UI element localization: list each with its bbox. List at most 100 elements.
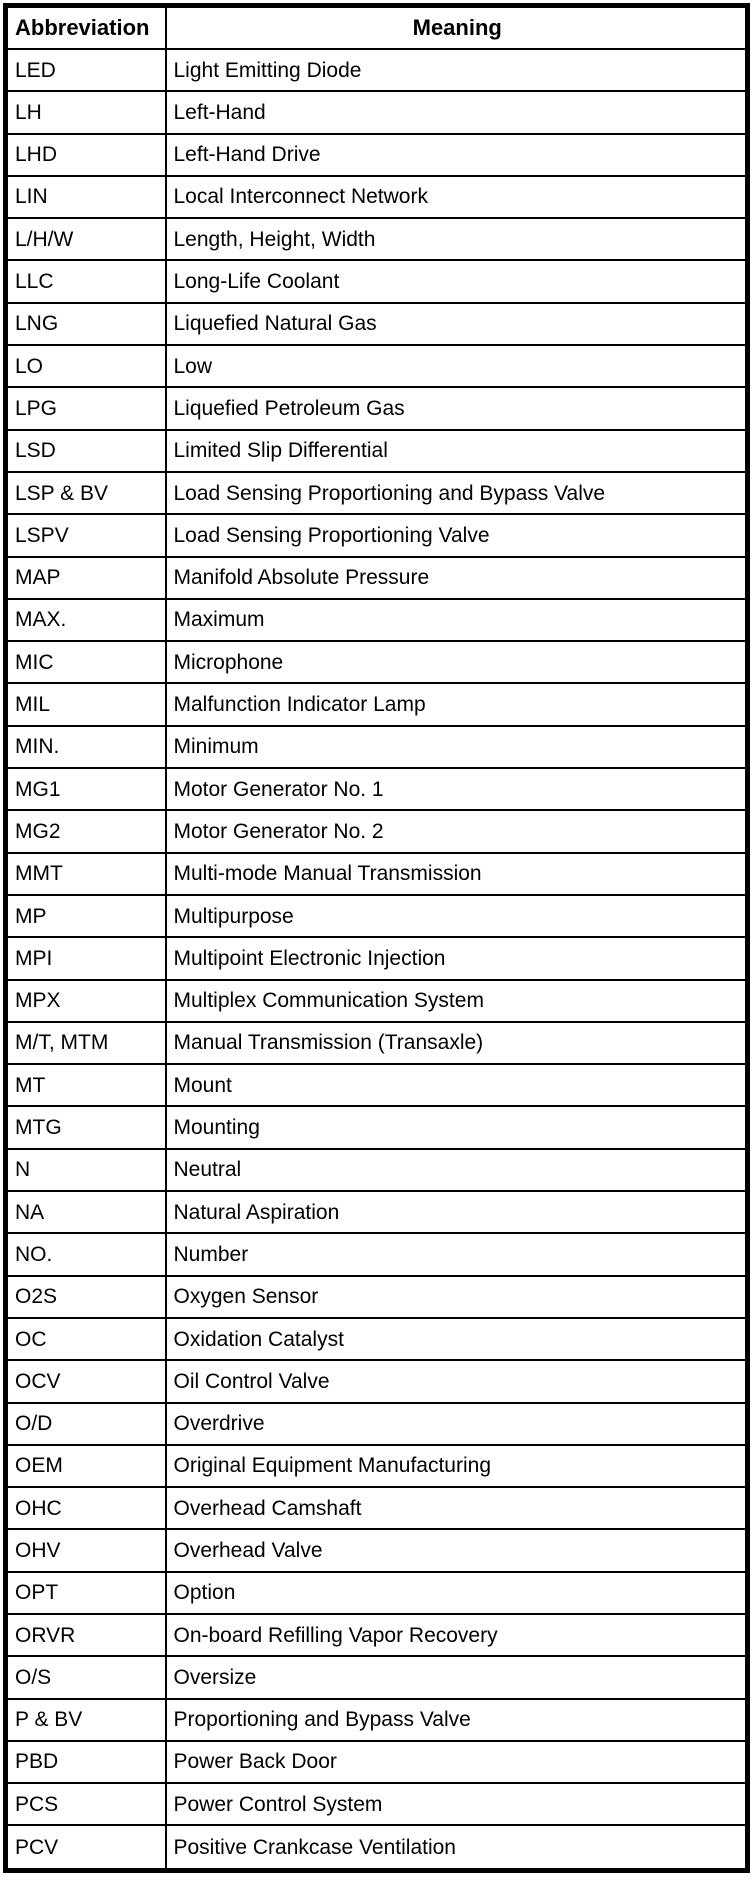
abbreviation-cell: MG2 xyxy=(4,809,167,854)
meaning-cell: Oil Control Valve xyxy=(164,1359,749,1404)
abbreviation-cell: ORVR xyxy=(4,1612,167,1658)
meaning-cell: Long-Life Coolant xyxy=(164,259,749,304)
abbreviation-cell: PCV xyxy=(4,1824,167,1872)
table-row: MP Multipurpose xyxy=(4,893,749,939)
table-row: P & BV Proportioning and Bypass Valve xyxy=(4,1697,749,1742)
table-row: LLC Long-Life Coolant xyxy=(4,259,749,304)
abbreviation-cell: LSD xyxy=(4,428,167,473)
meaning-cell: Light Emitting Diode xyxy=(164,47,749,93)
abbreviation-cell: M/T, MTM xyxy=(4,1020,167,1066)
meaning-cell: Oversize xyxy=(164,1655,749,1700)
meaning-cell: Number xyxy=(164,1232,749,1277)
table-row: O/S Oversize xyxy=(4,1655,749,1700)
table-row: MG2 Motor Generator No. 2 xyxy=(4,809,749,854)
meaning-cell: Load Sensing Proportioning Valve xyxy=(164,513,749,558)
meaning-cell: Maximum xyxy=(164,597,749,643)
meaning-cell: Left-Hand xyxy=(164,90,749,135)
abbreviation-cell: NA xyxy=(4,1190,167,1235)
abbreviation-cell: MPI xyxy=(4,936,167,981)
abbreviation-cell: O/S xyxy=(4,1655,167,1700)
meaning-cell: Motor Generator No. 2 xyxy=(164,809,749,854)
meaning-cell: Oxygen Sensor xyxy=(164,1274,749,1319)
meaning-cell: Multipoint Electronic Injection xyxy=(164,936,749,981)
meaning-cell: Oxidation Catalyst xyxy=(164,1316,749,1362)
meaning-cell: Length, Height, Width xyxy=(164,217,749,262)
meaning-cell: Motor Generator No. 1 xyxy=(164,767,749,812)
abbreviation-cell: N xyxy=(4,1147,167,1193)
table-row: MTG Mounting xyxy=(4,1105,749,1150)
table-row: PCV Positive Crankcase Ventilation xyxy=(4,1824,749,1872)
abbreviation-cell: LO xyxy=(4,344,167,389)
abbreviation-cell: O2S xyxy=(4,1274,167,1319)
meaning-cell: Low xyxy=(164,344,749,389)
meaning-cell: Manifold Absolute Pressure xyxy=(164,555,749,600)
table-row: LNG Liquefied Natural Gas xyxy=(4,301,749,347)
table-row: ORVR On-board Refilling Vapor Recovery xyxy=(4,1612,749,1658)
table-row: MT Mount xyxy=(4,1063,749,1108)
table-row: LSP & BV Load Sensing Proportioning and … xyxy=(4,470,749,516)
meaning-cell: Liquefied Petroleum Gas xyxy=(164,386,749,431)
abbreviation-table: Abbreviation Meaning LED Light Emitting … xyxy=(3,3,750,1873)
table-row: L/H/W Length, Height, Width xyxy=(4,217,749,262)
header-row: Abbreviation Meaning xyxy=(4,4,749,50)
meaning-cell: Power Control System xyxy=(164,1782,749,1827)
meaning-cell: Power Back Door xyxy=(164,1739,749,1785)
table-row: O/D Overdrive xyxy=(4,1401,749,1446)
table-row: MIN. Minimum xyxy=(4,724,749,770)
table-row: PCS Power Control System xyxy=(4,1782,749,1827)
abbreviation-cell: OHC xyxy=(4,1486,167,1531)
abbreviation-cell: LSP & BV xyxy=(4,470,167,516)
table-row: OEM Original Equipment Manufacturing xyxy=(4,1443,749,1489)
abbreviation-cell: OHV xyxy=(4,1528,167,1573)
meaning-cell: Option xyxy=(164,1570,749,1615)
meaning-cell: Left-Hand Drive xyxy=(164,132,749,177)
table-row: O2S Oxygen Sensor xyxy=(4,1274,749,1319)
abbreviation-cell: OPT xyxy=(4,1570,167,1615)
meaning-cell: Multiplex Communication System xyxy=(164,978,749,1023)
meaning-cell: Overhead Camshaft xyxy=(164,1486,749,1531)
meaning-cell: Overhead Valve xyxy=(164,1528,749,1573)
meaning-cell: Positive Crankcase Ventilation xyxy=(164,1824,749,1872)
abbreviation-cell: MMT xyxy=(4,851,167,896)
meaning-cell: Minimum xyxy=(164,724,749,770)
meaning-cell: Neutral xyxy=(164,1147,749,1193)
meaning-cell: Mounting xyxy=(164,1105,749,1150)
abbreviation-cell: LPG xyxy=(4,386,167,431)
abbreviation-cell: MIC xyxy=(4,640,167,685)
meaning-cell: Proportioning and Bypass Valve xyxy=(164,1697,749,1742)
table-row: LED Light Emitting Diode xyxy=(4,47,749,93)
meaning-cell: On-board Refilling Vapor Recovery xyxy=(164,1612,749,1658)
meaning-cell: Natural Aspiration xyxy=(164,1190,749,1235)
meaning-cell: Microphone xyxy=(164,640,749,685)
table-row: OC Oxidation Catalyst xyxy=(4,1316,749,1362)
abbreviation-cell: PCS xyxy=(4,1782,167,1827)
meaning-cell: Multipurpose xyxy=(164,893,749,939)
table-row: LSPV Load Sensing Proportioning Valve xyxy=(4,513,749,558)
abbreviation-cell: MP xyxy=(4,893,167,939)
abbreviation-cell: MAX. xyxy=(4,597,167,643)
abbreviation-cell: L/H/W xyxy=(4,217,167,262)
header-abbreviation: Abbreviation xyxy=(4,4,167,50)
table-row: LH Left-Hand xyxy=(4,90,749,135)
table-row: MAP Manifold Absolute Pressure xyxy=(4,555,749,600)
table-row: PBD Power Back Door xyxy=(4,1739,749,1785)
meaning-cell: Mount xyxy=(164,1063,749,1108)
abbreviation-cell: MPX xyxy=(4,978,167,1023)
table-row: MIC Microphone xyxy=(4,640,749,685)
table-row: MPX Multiplex Communication System xyxy=(4,978,749,1023)
meaning-cell: Malfunction Indicator Lamp xyxy=(164,682,749,727)
table-row: LIN Local Interconnect Network xyxy=(4,174,749,220)
table-row: NA Natural Aspiration xyxy=(4,1190,749,1235)
table-row: MG1 Motor Generator No. 1 xyxy=(4,767,749,812)
table-row: LSD Limited Slip Differential xyxy=(4,428,749,473)
table-body: LED Light Emitting Diode LH Left-Hand LH… xyxy=(4,47,749,1872)
abbreviation-cell: LSPV xyxy=(4,513,167,558)
meaning-cell: Multi-mode Manual Transmission xyxy=(164,851,749,896)
abbreviation-cell: MG1 xyxy=(4,767,167,812)
table-row: LHD Left-Hand Drive xyxy=(4,132,749,177)
table-row: OPT Option xyxy=(4,1570,749,1615)
meaning-cell: Limited Slip Differential xyxy=(164,428,749,473)
abbreviation-cell: MTG xyxy=(4,1105,167,1150)
table-row: OHC Overhead Camshaft xyxy=(4,1486,749,1531)
abbreviation-cell: MAP xyxy=(4,555,167,600)
